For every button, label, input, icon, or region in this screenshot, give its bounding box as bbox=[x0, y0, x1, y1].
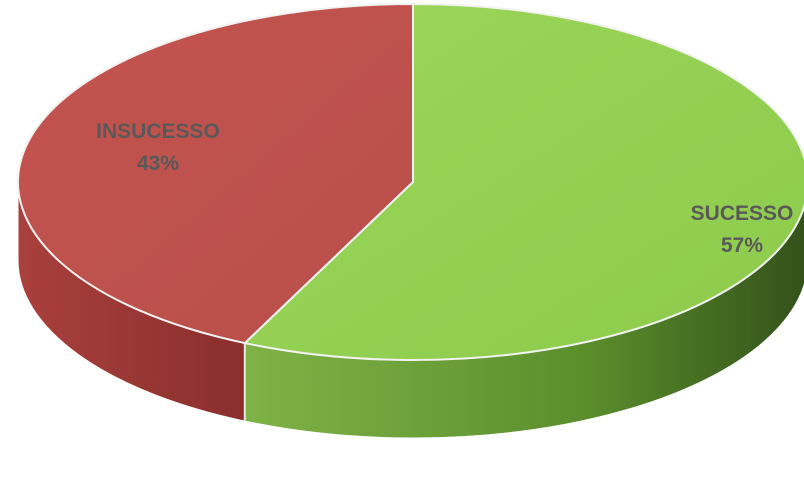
pie-labels: INSUCESSO 43% SUCESSO 57% bbox=[96, 120, 793, 257]
slice-label-sucesso: SUCESSO bbox=[691, 202, 794, 225]
pie-slice-sucesso bbox=[242, 2, 804, 361]
slice-label-insucesso: INSUCESSO bbox=[96, 120, 220, 143]
slice-value-sucesso: 57% bbox=[721, 234, 763, 257]
pie-slice-insucesso bbox=[17, 2, 414, 345]
pie-tops bbox=[17, 2, 804, 361]
slice-value-insucesso: 43% bbox=[137, 152, 179, 175]
